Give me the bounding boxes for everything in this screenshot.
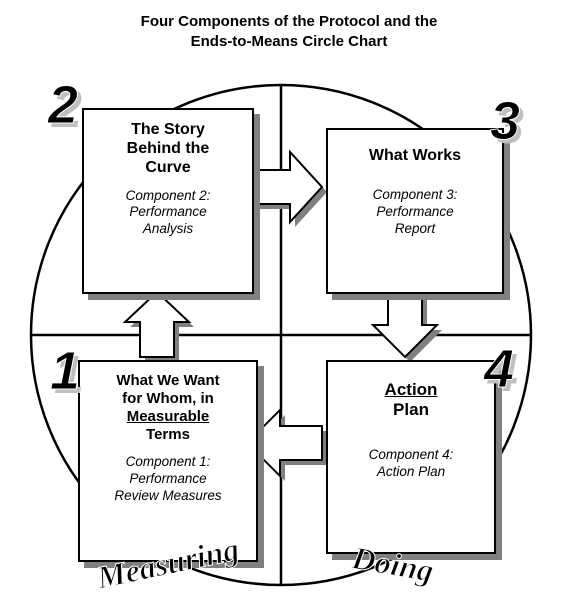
box-3-title: What Works [336,146,494,165]
arrow-down [373,285,442,362]
box-4-title: Action Plan [336,380,486,421]
arrow-up [125,292,194,362]
box-4: Action Plan Component 4: Action Plan [326,360,496,554]
box-2: The Story Behind the Curve Component 2: … [82,108,254,294]
number-4: 4 [484,338,514,400]
arrow-left [247,410,327,481]
arrow-right [247,152,327,227]
number-2: 2 [48,74,78,136]
box-4-sub: Component 4: Action Plan [336,447,486,481]
diagram-canvas: Four Components of the Protocol and the … [0,0,578,612]
number-1: 1 [50,340,80,402]
box-2-title: The Story Behind the Curve [92,120,244,178]
box-3: What Works Component 3: Performance Repo… [326,128,504,294]
box-3-sub: Component 3: Performance Report [336,187,494,238]
box-1-title: What We Want for Whom, in Measurable Ter… [88,372,248,444]
box-1-sub: Component 1: Performance Review Measures [88,454,248,505]
number-3: 3 [490,90,520,152]
box-2-sub: Component 2: Performance Analysis [92,188,244,239]
